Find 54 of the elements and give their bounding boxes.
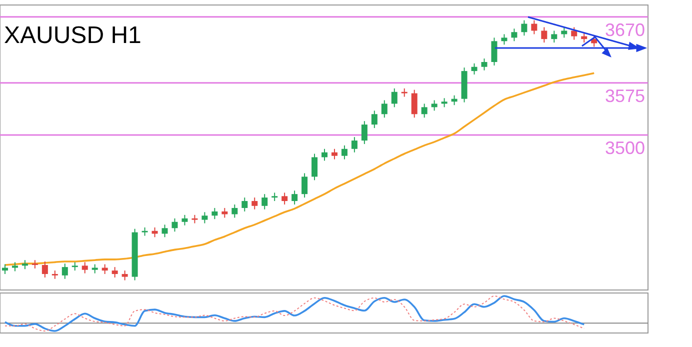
candlestick: [42, 261, 48, 278]
candlestick: [351, 136, 358, 153]
candlestick: [391, 88, 398, 108]
candlestick: [262, 194, 268, 210]
candlestick: [302, 172, 308, 198]
candlestick: [431, 100, 438, 112]
candlestick: [341, 144, 348, 160]
candlestick: [491, 37, 498, 66]
candlestick: [531, 20, 538, 35]
candlestick: [82, 262, 88, 274]
candlestick: [152, 226, 158, 238]
candlestick: [481, 58, 488, 71]
ref-line-label: 3670: [604, 20, 645, 40]
candlestick: [471, 62, 478, 76]
candlestick: [212, 207, 218, 220]
candlestick: [162, 224, 168, 238]
ref-line-label: 3500: [604, 138, 645, 158]
text: XAUUSD H1: [4, 22, 142, 49]
candlestick: [182, 214, 188, 226]
candlestick: [561, 26, 568, 38]
candlestick: [242, 197, 248, 212]
candlestick: [451, 94, 458, 106]
candlestick: [102, 264, 108, 275]
candlestick: [361, 120, 368, 145]
candlestick: [282, 192, 288, 205]
candlestick: [2, 264, 8, 275]
candlestick: [172, 218, 178, 232]
candlestick: [222, 207, 228, 218]
candlestick: [411, 89, 418, 118]
candlestick: [312, 153, 318, 181]
candlestick: [232, 204, 238, 218]
candlestick: [521, 20, 528, 36]
candlestick: [62, 263, 68, 280]
candlestick: [12, 262, 18, 272]
candlestick: [541, 26, 548, 44]
candlestick: [331, 148, 338, 160]
candlestick: [441, 98, 448, 108]
candlestick: [551, 30, 558, 44]
ref-line-label: 3575: [604, 86, 645, 106]
candlestick: [501, 34, 508, 46]
candlestick: [92, 264, 98, 274]
candlestick: [322, 148, 328, 162]
candlestick: [202, 212, 208, 224]
candlestick: [122, 270, 128, 281]
candlestick: [511, 28, 518, 42]
candlestick: [112, 266, 118, 278]
candlestick: [252, 197, 258, 210]
candlestick: [371, 110, 378, 129]
candlestick: [292, 190, 298, 205]
candlestick: [381, 100, 388, 118]
candlestick: [581, 32, 588, 44]
candlestick: [421, 103, 428, 118]
candlestick: [22, 260, 28, 270]
candlestick: [571, 26, 578, 40]
